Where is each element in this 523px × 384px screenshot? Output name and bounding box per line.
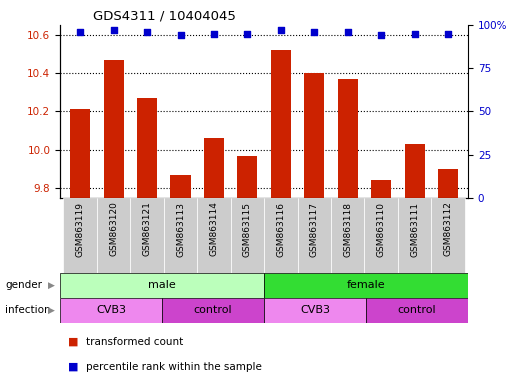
Text: GSM863118: GSM863118: [343, 202, 352, 257]
Text: control: control: [398, 305, 436, 315]
Bar: [398, 198, 431, 273]
Point: [277, 27, 285, 33]
Bar: [164, 198, 197, 273]
Bar: [63, 198, 97, 273]
Text: female: female: [347, 280, 385, 290]
Bar: [431, 198, 465, 273]
Bar: [204, 138, 224, 198]
Point: [143, 29, 151, 35]
Text: control: control: [194, 305, 232, 315]
Point: [444, 30, 452, 36]
Text: CVB3: CVB3: [300, 305, 330, 315]
Bar: [60, 298, 162, 323]
Text: ▶: ▶: [48, 281, 55, 290]
Bar: [304, 73, 324, 198]
Text: ■: ■: [68, 337, 78, 347]
Text: GSM863111: GSM863111: [410, 202, 419, 257]
Bar: [60, 273, 264, 298]
Bar: [70, 109, 90, 198]
Bar: [104, 60, 123, 198]
Text: GSM863112: GSM863112: [444, 202, 452, 257]
Bar: [170, 175, 190, 198]
Bar: [197, 198, 231, 273]
Text: percentile rank within the sample: percentile rank within the sample: [86, 362, 262, 372]
Bar: [264, 198, 298, 273]
Point: [243, 30, 252, 36]
Text: GSM863117: GSM863117: [310, 202, 319, 257]
Bar: [237, 156, 257, 198]
Bar: [338, 79, 358, 198]
Point: [310, 29, 319, 35]
Point: [411, 30, 419, 36]
Bar: [162, 298, 264, 323]
Point: [76, 29, 84, 35]
Text: male: male: [148, 280, 176, 290]
Text: GSM863110: GSM863110: [377, 202, 385, 257]
Text: GDS4311 / 10404045: GDS4311 / 10404045: [93, 9, 236, 22]
Bar: [264, 298, 366, 323]
Text: infection: infection: [5, 305, 51, 315]
Text: transformed count: transformed count: [86, 337, 184, 347]
Text: GSM863116: GSM863116: [276, 202, 286, 257]
Text: GSM863115: GSM863115: [243, 202, 252, 257]
Text: GSM863121: GSM863121: [143, 202, 152, 257]
Bar: [365, 198, 398, 273]
Text: CVB3: CVB3: [96, 305, 126, 315]
Bar: [331, 198, 365, 273]
Bar: [366, 298, 468, 323]
Point: [210, 30, 218, 36]
Bar: [231, 198, 264, 273]
Text: GSM863113: GSM863113: [176, 202, 185, 257]
Bar: [97, 198, 130, 273]
Point: [176, 32, 185, 38]
Text: ■: ■: [68, 362, 78, 372]
Text: gender: gender: [5, 280, 42, 290]
Text: ▶: ▶: [48, 306, 55, 314]
Bar: [264, 273, 468, 298]
Text: GSM863114: GSM863114: [209, 202, 219, 257]
Text: GSM863119: GSM863119: [76, 202, 85, 257]
Bar: [130, 198, 164, 273]
Bar: [405, 144, 425, 198]
Bar: [271, 50, 291, 198]
Bar: [438, 169, 458, 198]
Point: [344, 29, 352, 35]
Bar: [137, 98, 157, 198]
Point: [109, 27, 118, 33]
Text: GSM863120: GSM863120: [109, 202, 118, 257]
Point: [377, 32, 385, 38]
Bar: [371, 180, 391, 198]
Bar: [298, 198, 331, 273]
